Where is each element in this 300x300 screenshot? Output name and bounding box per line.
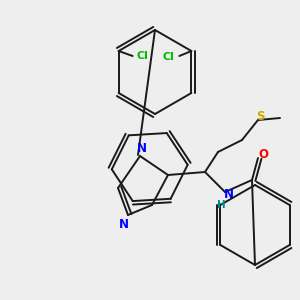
Text: Cl: Cl [162,52,174,62]
Text: N: N [224,188,234,200]
Text: N: N [119,218,129,232]
Text: N: N [137,142,147,154]
Text: S: S [256,110,264,122]
Text: O: O [258,148,268,160]
Text: H: H [217,200,225,210]
Text: Cl: Cl [137,51,148,61]
